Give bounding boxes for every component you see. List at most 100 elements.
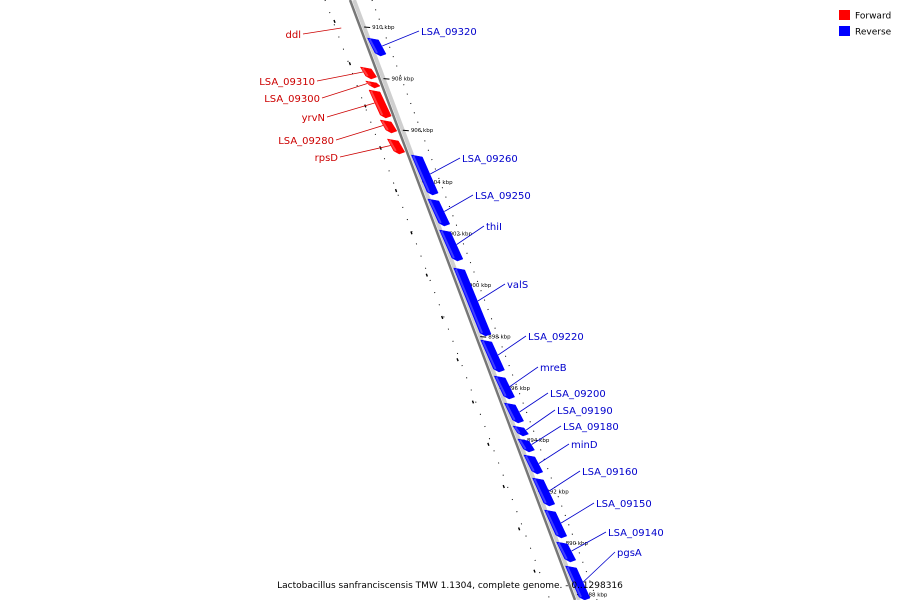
tick-label: 908 kbp bbox=[391, 77, 414, 83]
gene-feature-lsa_09260[interactable] bbox=[410, 154, 439, 196]
legend-forward-swatch bbox=[839, 10, 850, 20]
outer-ring-right bbox=[371, 0, 598, 600]
gene-label-lsa_09180[interactable]: LSA_09180 bbox=[563, 422, 619, 433]
leader-line bbox=[582, 551, 616, 583]
gene-feature-vals[interactable] bbox=[453, 267, 492, 337]
gene-label-vals[interactable]: valS bbox=[507, 280, 528, 291]
leader-line bbox=[538, 443, 570, 464]
gene-label-mind[interactable]: minD bbox=[571, 440, 598, 451]
gene-feature-lsa_09310[interactable] bbox=[359, 66, 378, 80]
gene-highlight bbox=[361, 67, 369, 77]
gene-highlight bbox=[412, 155, 431, 193]
gene-label-lsa_09300[interactable]: LSA_09300 bbox=[264, 94, 320, 105]
gene-highlight bbox=[388, 139, 397, 152]
leader-line bbox=[548, 470, 581, 492]
gene-feature-lsa_09250[interactable] bbox=[427, 198, 451, 227]
leader-line bbox=[526, 409, 556, 431]
gene-highlight bbox=[368, 38, 378, 54]
gene-feature-lsa_09140[interactable] bbox=[556, 541, 577, 563]
gene-label-lsa_09200[interactable]: LSA_09200 bbox=[550, 389, 606, 400]
legend-reverse-swatch bbox=[839, 26, 850, 36]
tick-label: 896 kbp bbox=[508, 386, 531, 392]
leader-line bbox=[335, 125, 384, 141]
gene-feature-lsa_09300[interactable] bbox=[364, 80, 381, 89]
gene-feature-thii[interactable] bbox=[439, 229, 464, 262]
gene-feature-lsa_09180[interactable] bbox=[517, 438, 535, 453]
leader-line bbox=[339, 145, 391, 158]
leader-line bbox=[444, 194, 474, 212]
gene-highlight bbox=[557, 542, 568, 560]
gene-label-lsa_09160[interactable]: LSA_09160 bbox=[582, 467, 638, 478]
gene-highlight bbox=[428, 199, 442, 224]
gene-highlight bbox=[366, 81, 372, 86]
gene-labels: ddl LSA_09320 LSA_09310 LSA_09300 yrvN LSA_09… bbox=[259, 27, 664, 583]
leader-line bbox=[430, 157, 461, 175]
leader-line bbox=[326, 102, 375, 118]
leader-line bbox=[560, 502, 595, 524]
gene-highlight bbox=[440, 230, 455, 259]
gene-label-thii[interactable]: thiI bbox=[486, 222, 502, 233]
gene-feature-lsa_09320[interactable] bbox=[367, 37, 387, 57]
gene-label-pgsa[interactable]: pgsA bbox=[617, 548, 642, 559]
gene-label-lsa_09310[interactable]: LSA_09310 bbox=[259, 77, 315, 88]
gene-label-lsa_09320[interactable]: LSA_09320 bbox=[421, 27, 477, 38]
leader-line bbox=[571, 531, 607, 552]
gene-label-lsa_09220[interactable]: LSA_09220 bbox=[528, 332, 584, 343]
tick-label: 902 kbp bbox=[450, 231, 473, 237]
tick-label: 890 kbp bbox=[566, 541, 589, 547]
tick-label: 888 kbp bbox=[585, 593, 608, 599]
leader-line bbox=[456, 225, 485, 245]
gene-label-lsa_09280[interactable]: LSA_09280 bbox=[278, 136, 334, 147]
outer-ring-left-coarse bbox=[333, 19, 546, 600]
leader-line bbox=[497, 335, 527, 356]
gene-feature-lsa_09160[interactable] bbox=[532, 477, 556, 507]
tick-label: 900 kbp bbox=[469, 283, 492, 289]
leader-line bbox=[531, 425, 562, 445]
tick-label: 904 kbp bbox=[430, 180, 453, 186]
tick-label: 906 kbp bbox=[411, 128, 434, 134]
gene-highlight bbox=[524, 455, 535, 472]
gene-feature-pgsa[interactable] bbox=[565, 565, 591, 600]
gene-highlight bbox=[481, 340, 497, 370]
tick-mark bbox=[383, 78, 390, 80]
gene-label-lsa_09190[interactable]: LSA_09190 bbox=[557, 406, 613, 417]
gene-highlight bbox=[533, 478, 547, 504]
gene-feature-lsa_09190[interactable] bbox=[512, 425, 529, 437]
scale-ticks: 910 kbp 908 kbp 906 kbp 904 kbp 902 kbp 900 k… bbox=[364, 25, 608, 599]
gene-label-yrvn[interactable]: yrvN bbox=[302, 113, 325, 124]
tick-label: 898 kbp bbox=[488, 335, 511, 341]
gene-highlight bbox=[519, 439, 527, 450]
gene-feature-mind[interactable] bbox=[523, 454, 544, 475]
gene-feature-lsa_09220[interactable] bbox=[480, 339, 505, 373]
gene-highlight bbox=[370, 90, 384, 116]
tick-label: 910 kbp bbox=[372, 25, 395, 31]
gene-feature-yrvn[interactable] bbox=[368, 89, 392, 119]
gene-highlight bbox=[495, 376, 507, 397]
outer-ring-left bbox=[324, 0, 551, 600]
gene-highlight bbox=[545, 510, 559, 536]
gene-highlight bbox=[505, 403, 516, 421]
gene-label-lsa_09260[interactable]: LSA_09260 bbox=[462, 154, 518, 165]
gene-feature-mreb[interactable] bbox=[493, 375, 515, 400]
gene-label-lsa_09140[interactable]: LSA_09140 bbox=[608, 528, 664, 539]
gene-label-rpsd[interactable]: rpsD bbox=[315, 153, 339, 164]
genome-caption: Lactobacillus sanfranciscensis TMW 1.130… bbox=[277, 581, 623, 591]
tick-mark bbox=[480, 336, 487, 338]
leader-line bbox=[321, 83, 368, 99]
gene-label-mreb[interactable]: mreB bbox=[540, 363, 567, 374]
gene-label-lsa_09250[interactable]: LSA_09250 bbox=[475, 191, 531, 202]
gene-features bbox=[359, 37, 591, 600]
gene-feature-rpsd[interactable] bbox=[386, 138, 406, 155]
gene-highlight bbox=[566, 566, 582, 598]
gene-highlight bbox=[514, 426, 521, 434]
gene-label-lsa_09150[interactable]: LSA_09150 bbox=[596, 499, 652, 510]
gene-feature-lsa_09280[interactable] bbox=[379, 119, 398, 134]
gene-feature-lsa_09150[interactable] bbox=[544, 509, 568, 539]
tick-mark bbox=[402, 129, 409, 132]
legend: Forward Reverse bbox=[839, 10, 892, 38]
gene-label-ddl[interactable]: ddl bbox=[286, 30, 301, 41]
backbone bbox=[348, 0, 577, 600]
gene-feature-lsa_09200[interactable] bbox=[503, 402, 524, 424]
legend-forward-label: Forward bbox=[855, 12, 891, 22]
